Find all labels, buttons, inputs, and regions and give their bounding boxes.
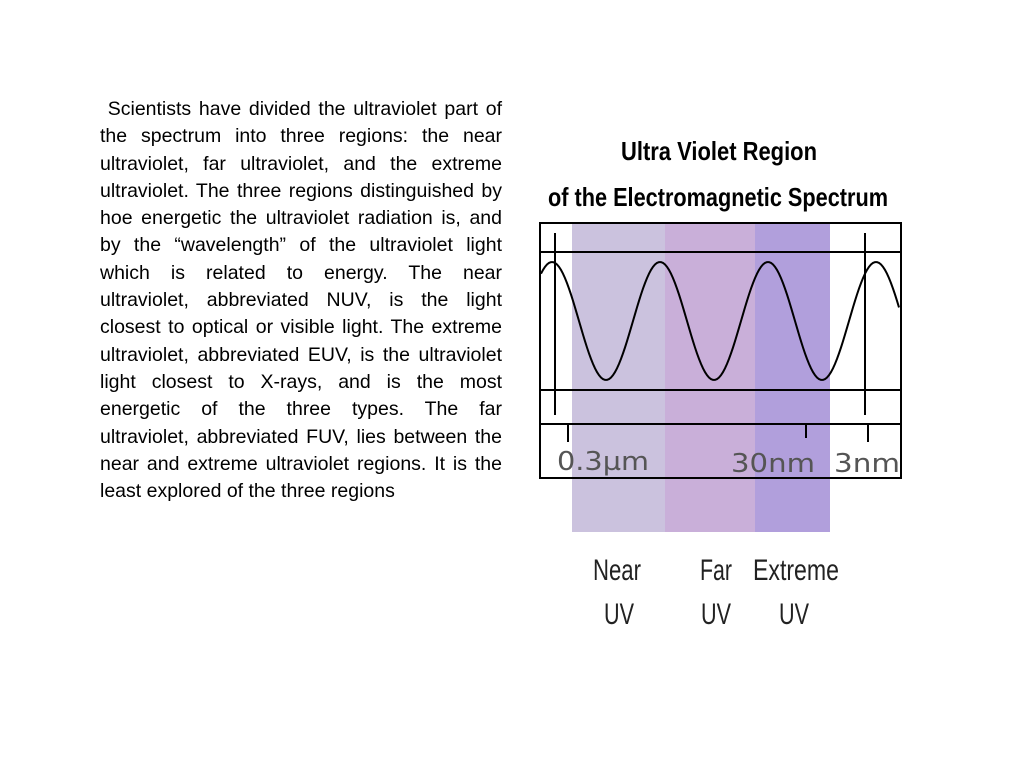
figure-title: Ultra Violet Region [621,136,817,166]
body-text: Scientists have divided the ultraviolet … [100,98,508,503]
frame [539,222,902,479]
figure-title: of the Electromagnetic Spectrum [548,182,888,212]
region-label: UV [779,598,809,631]
region-label: UV [604,598,634,631]
scale-label: 30nm [731,449,815,479]
far-band [665,222,755,532]
region-label: UV [701,598,731,631]
extreme-band [755,222,830,532]
region-label: Near [593,554,641,587]
scale-label: 0.3µm [557,447,649,477]
region-label: Far [700,554,732,587]
wave [540,261,900,381]
region-label: Extreme [753,554,839,587]
scale-label: 3nm [834,449,900,479]
